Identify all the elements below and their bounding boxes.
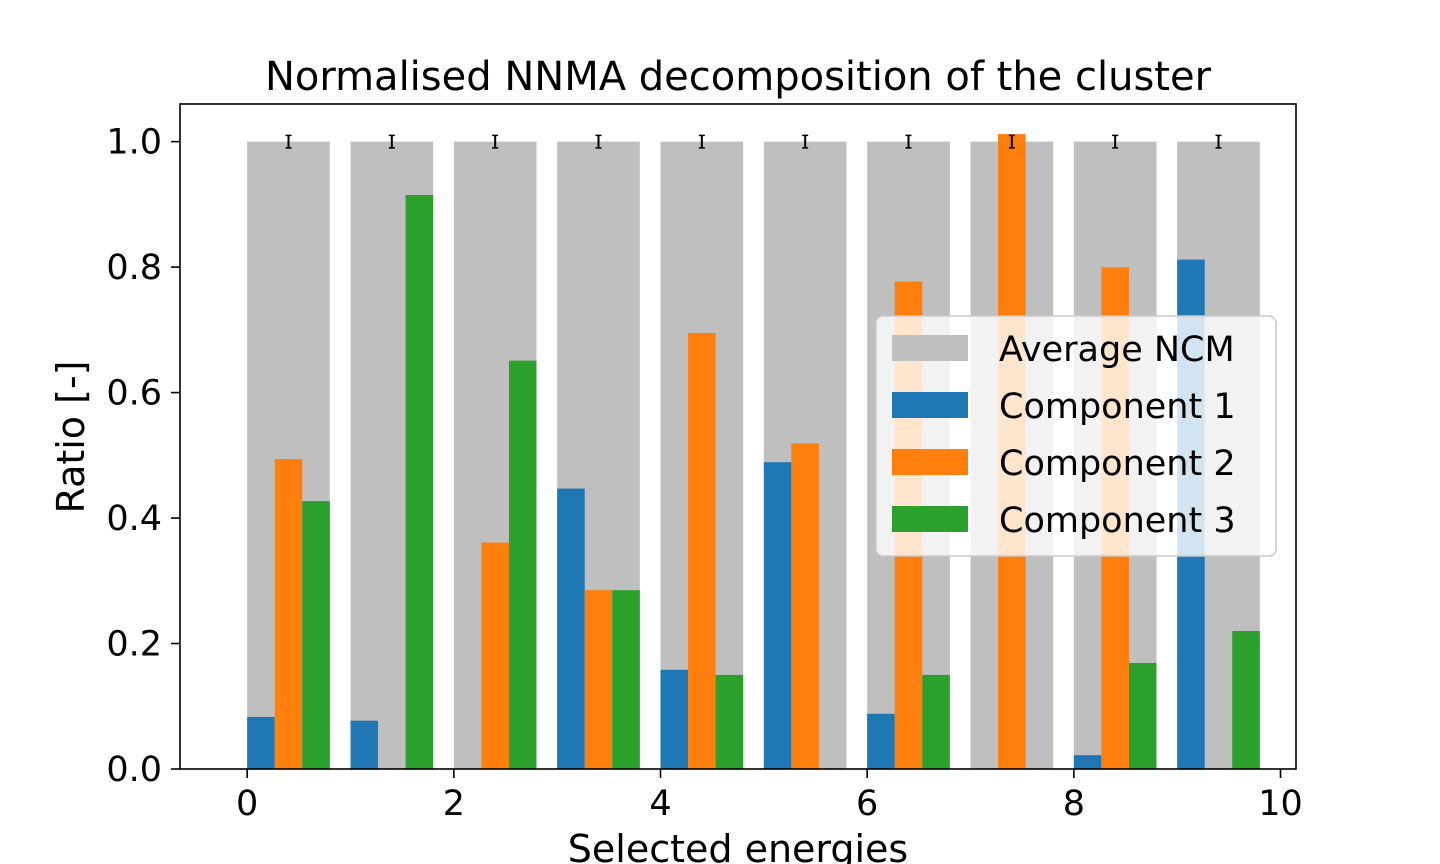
y-tick-label-5: 1.0 bbox=[106, 123, 162, 163]
y-tick-label-4: 0.8 bbox=[106, 248, 162, 288]
bar-component-2-3 bbox=[584, 590, 613, 769]
bar-component-3-1 bbox=[405, 194, 434, 769]
bar-component-1-5 bbox=[763, 462, 792, 769]
bar-component-1-8 bbox=[1073, 755, 1102, 769]
plot-area-frame bbox=[179, 103, 1297, 770]
bar-component-2-5 bbox=[791, 443, 819, 769]
errorbars-layer bbox=[285, 134, 1222, 149]
legend-label-component-3: Component 3 bbox=[999, 501, 1236, 541]
bar-component-1-6 bbox=[867, 713, 895, 769]
x-axis-ticks: 0 2 4 6 8 10 bbox=[236, 769, 1303, 824]
x-tick-label-0: 0 bbox=[236, 784, 258, 824]
y-axis-label: Ratio [-] bbox=[49, 360, 93, 513]
bar-component-3-4 bbox=[715, 674, 744, 769]
legend-swatch-component-1 bbox=[892, 392, 968, 418]
bar-component-1-4 bbox=[660, 669, 689, 769]
legend-box bbox=[875, 315, 1277, 557]
y-tick-label-0: 0.0 bbox=[106, 750, 162, 790]
x-tick-label-6: 6 bbox=[856, 784, 878, 824]
legend-label-average-ncm: Average NCM bbox=[999, 330, 1235, 370]
legend: Average NCM Component 1 Component 2 Compone… bbox=[875, 315, 1277, 557]
x-tick-label-8: 8 bbox=[1063, 784, 1085, 824]
bar-component-3-2 bbox=[508, 360, 537, 769]
chart-title: Normalised NNMA decomposition of the clu… bbox=[265, 54, 1212, 100]
x-axis-label: Selected energies bbox=[568, 827, 908, 864]
bar-component-3-9 bbox=[1232, 630, 1260, 769]
y-axis-ticks: 0.0 0.2 0.4 0.6 0.8 1.0 bbox=[106, 123, 180, 790]
x-tick-label-4: 4 bbox=[649, 784, 671, 824]
legend-label-component-2: Component 2 bbox=[999, 444, 1236, 484]
bar-component-1-1 bbox=[350, 720, 379, 769]
bar-component-3-3 bbox=[612, 590, 640, 769]
bar-component-1-3 bbox=[557, 488, 585, 769]
y-tick-label-3: 0.6 bbox=[106, 374, 162, 414]
x-tick-label-2: 2 bbox=[443, 784, 465, 824]
bar-component-3-6 bbox=[922, 674, 950, 769]
legend-swatch-component-2 bbox=[892, 449, 968, 475]
legend-swatch-average-ncm bbox=[892, 335, 968, 361]
legend-swatch-component-3 bbox=[892, 506, 968, 532]
y-tick-label-1: 0.2 bbox=[106, 625, 162, 665]
bar-component-1-0 bbox=[247, 716, 275, 769]
bar-component-2-2 bbox=[481, 542, 509, 769]
bar-component-2-4 bbox=[688, 332, 716, 769]
x-tick-label-10: 10 bbox=[1258, 784, 1303, 824]
bar-component-3-8 bbox=[1128, 662, 1157, 769]
legend-label-component-1: Component 1 bbox=[999, 387, 1236, 427]
y-tick-label-2: 0.4 bbox=[106, 499, 162, 539]
bar-component-2-0 bbox=[274, 459, 303, 769]
bar-component-3-0 bbox=[302, 501, 330, 769]
